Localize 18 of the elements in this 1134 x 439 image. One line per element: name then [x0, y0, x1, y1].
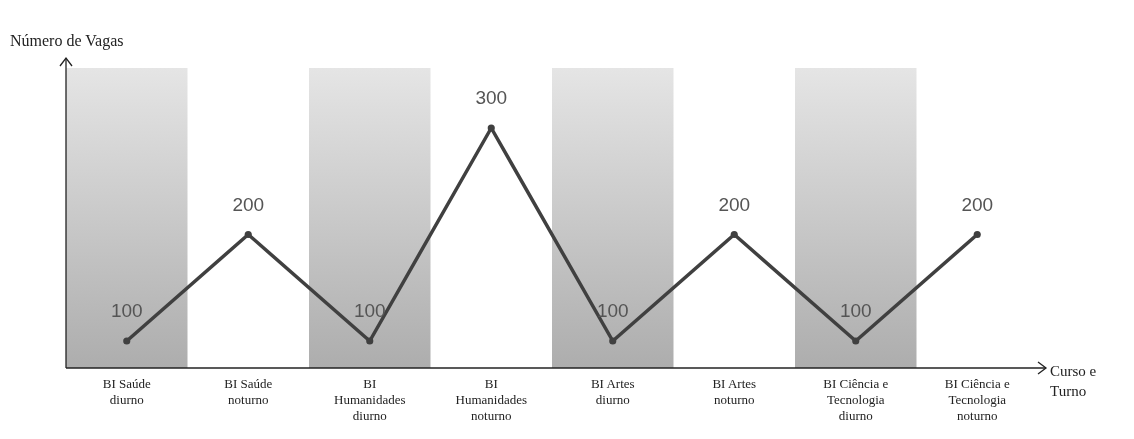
x-tick-label: BI Humanidades noturno [455, 376, 527, 423]
x-tick-label: BI Ciência e Tecnologia noturno [944, 376, 1010, 423]
data-label: 200 [232, 193, 265, 215]
x-tick-label: BI Humanidades diurno [334, 376, 406, 423]
data-label: 300 [475, 87, 508, 108]
x-tick-label: BI Artes noturno [712, 376, 757, 407]
y-axis-title: Número de Vagas [10, 32, 124, 50]
data-label: 200 [718, 193, 751, 215]
x-tick-label: BI Artes diurno [590, 376, 635, 407]
x-tick-label: BI Saúde diurno [102, 376, 151, 407]
data-label: 100 [839, 300, 872, 321]
x-tick-label: BI Saúde noturno [224, 376, 273, 407]
data-label: 100 [110, 300, 143, 321]
x-tick-label: BI Ciência e Tecnologia diurno [823, 376, 889, 423]
data-label: 200 [961, 193, 994, 215]
data-label: 100 [596, 300, 629, 321]
data-label: 100 [353, 300, 386, 321]
x-axis-title: Curso e Turno [1050, 363, 1097, 399]
